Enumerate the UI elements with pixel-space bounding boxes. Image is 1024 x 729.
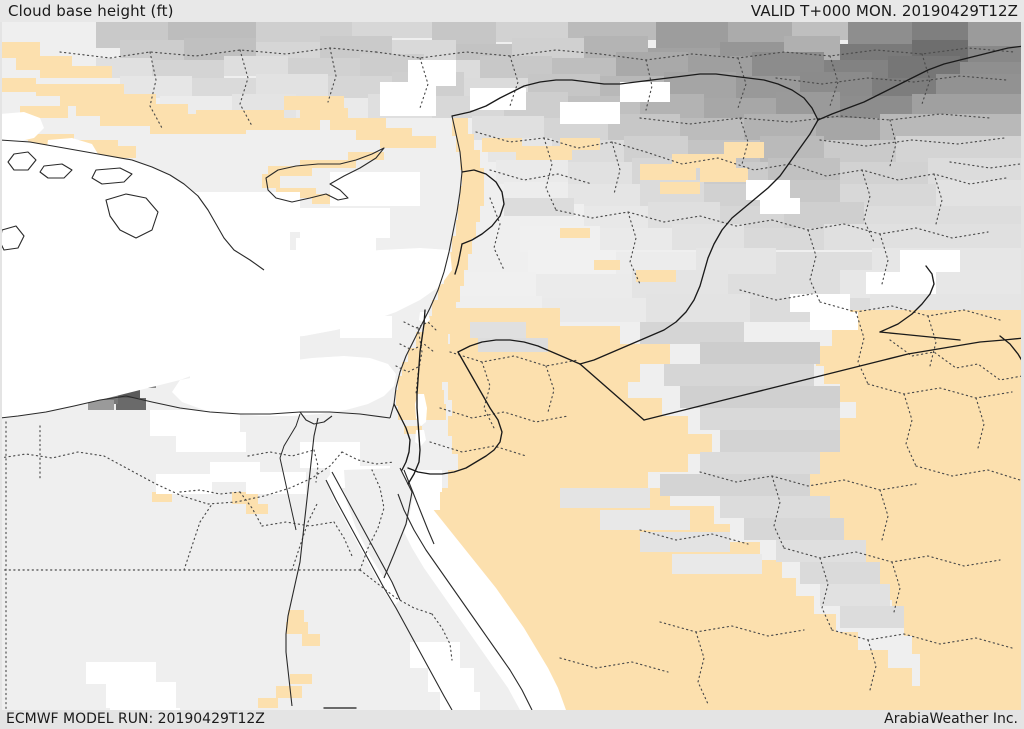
attribution-label: ArabiaWeather Inc. [884,711,1018,727]
map-svg [0,22,1024,710]
page-title: Cloud base height (ft) [8,2,174,20]
map-canvas[interactable] [0,22,1024,710]
river-layer [279,413,319,707]
valid-time-label: VALID T+000 MON. 20190429T12Z [750,2,1018,20]
admin-boundary-layer [0,47,1023,710]
coastline-layer [0,115,533,710]
footer-bar: ECMWF MODEL RUN: 20190429T12Z ArabiaWeat… [0,710,1024,729]
header-bar: Cloud base height (ft) VALID T+000 MON. … [0,0,1024,22]
cloud-base-raster-layer [0,22,1024,710]
map-frame-right-edge [1021,22,1024,710]
sea-layer [0,112,566,710]
model-run-label: ECMWF MODEL RUN: 20190429T12Z [6,711,265,727]
map-frame-left-edge [0,22,2,710]
country-border-layer [323,45,1024,709]
